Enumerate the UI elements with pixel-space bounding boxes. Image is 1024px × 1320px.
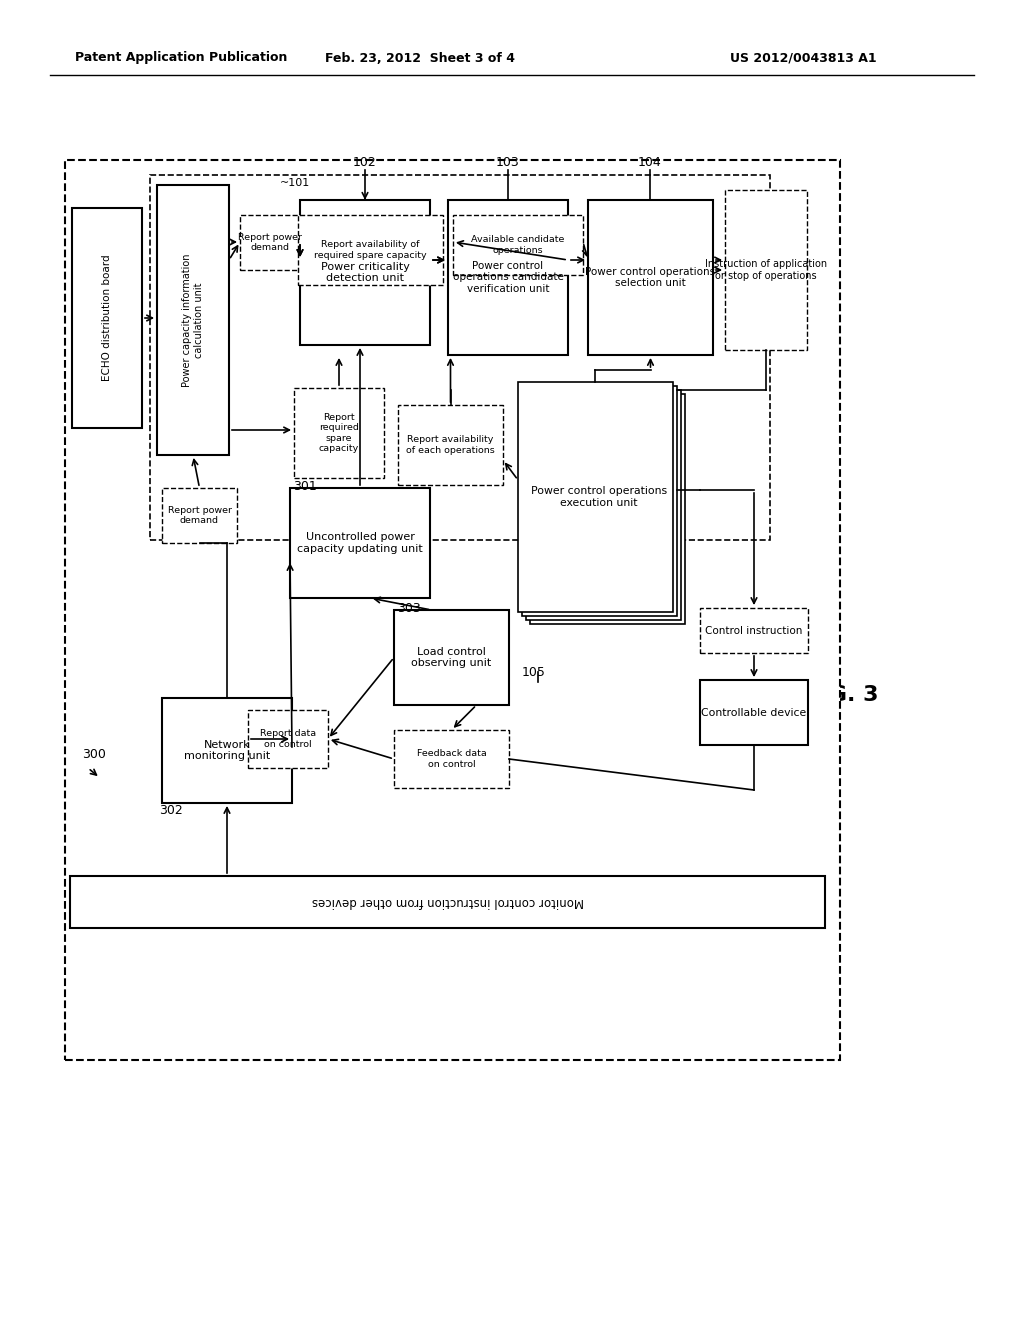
Text: Power control operations
selection unit: Power control operations selection unit [586, 267, 716, 288]
Bar [290, 488, 430, 598]
Text: Report availability
of each operations: Report availability of each operations [407, 436, 495, 454]
Bar [449, 201, 568, 355]
Text: 104: 104 [638, 156, 662, 169]
Bar [453, 215, 583, 275]
Text: Feb. 23, 2012  Sheet 3 of 4: Feb. 23, 2012 Sheet 3 of 4 [325, 51, 515, 65]
Bar [518, 381, 673, 612]
Bar [588, 201, 713, 355]
Text: US 2012/0043813 A1: US 2012/0043813 A1 [730, 51, 877, 65]
Bar [72, 209, 142, 428]
Text: Network
monitoring unit: Network monitoring unit [184, 739, 270, 762]
Bar [725, 190, 807, 350]
Bar [300, 201, 430, 345]
Bar [526, 389, 681, 620]
Text: Uncontrolled power
capacity updating unit: Uncontrolled power capacity updating uni… [297, 532, 423, 554]
Bar [394, 730, 509, 788]
Text: 300: 300 [82, 748, 105, 762]
Bar [530, 393, 685, 624]
Bar [522, 385, 677, 616]
Text: Power control operations
execution unit: Power control operations execution unit [530, 486, 667, 508]
Bar [394, 610, 509, 705]
Text: Report availability of
required spare capacity: Report availability of required spare ca… [314, 240, 427, 260]
Text: 105: 105 [522, 665, 546, 678]
Text: 102: 102 [353, 156, 377, 169]
Bar [248, 710, 328, 768]
Text: Power control
operations candidate
verification unit: Power control operations candidate verif… [453, 261, 563, 294]
Text: Report data
on control: Report data on control [260, 729, 316, 748]
Text: Instruction of application
or stop of operations: Instruction of application or stop of op… [705, 259, 827, 281]
Text: Feedback data
on control: Feedback data on control [417, 750, 486, 768]
Bar [240, 215, 300, 271]
Text: Report power
demand: Report power demand [168, 506, 231, 525]
Text: 303: 303 [397, 602, 421, 615]
Bar [162, 488, 237, 543]
Bar [70, 876, 825, 928]
Bar [65, 160, 840, 1060]
Text: Power criticality
detection unit: Power criticality detection unit [321, 261, 410, 284]
Bar [700, 609, 808, 653]
Bar [298, 215, 443, 285]
Bar [162, 698, 292, 803]
Text: Report power
demand: Report power demand [238, 232, 302, 252]
Bar [294, 388, 384, 478]
Text: Load control
observing unit: Load control observing unit [412, 647, 492, 668]
Text: Power capacity information
calculation unit: Power capacity information calculation u… [182, 253, 204, 387]
Text: F I G. 3: F I G. 3 [790, 685, 879, 705]
Text: Control instruction: Control instruction [706, 626, 803, 635]
Text: 302: 302 [159, 804, 182, 817]
Text: 103: 103 [496, 156, 520, 169]
Text: Report
required
spare
capacity: Report required spare capacity [318, 413, 359, 453]
Text: Available candidate
operations: Available candidate operations [471, 235, 564, 255]
Text: Controllable device: Controllable device [701, 708, 807, 718]
Text: ~101: ~101 [280, 178, 310, 187]
Bar [150, 176, 770, 540]
Text: Monitor control instruction from other devices: Monitor control instruction from other d… [311, 895, 584, 908]
Text: ECHO distribution board: ECHO distribution board [102, 255, 112, 381]
Text: 301: 301 [293, 480, 316, 492]
Text: Patent Application Publication: Patent Application Publication [75, 51, 288, 65]
Bar [157, 185, 229, 455]
Bar [398, 405, 503, 484]
Bar [700, 680, 808, 744]
